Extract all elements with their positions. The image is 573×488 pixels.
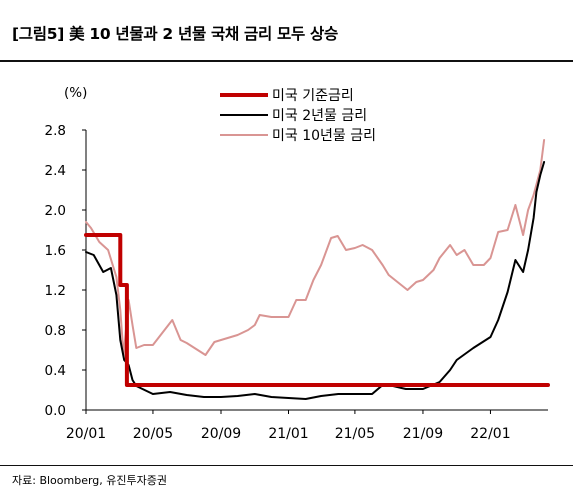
title-divider: [0, 60, 573, 62]
x-tick-label: 21/01: [268, 426, 308, 442]
y-tick-label: 1.2: [45, 283, 66, 299]
y-tick-label: 2.4: [45, 163, 66, 179]
axes: 0.0 0.4 0.8 1.2 1.6 2.0 2.4 2.8 20/01 20/05 20/09 2…: [45, 123, 548, 442]
y-tick-label: 1.6: [45, 243, 66, 259]
source-note: 자료: Bloomberg, 유진투자증권: [12, 474, 167, 487]
y-tick-label: 0.8: [45, 323, 66, 339]
y-tick-label: 2.0: [45, 203, 66, 219]
x-tick-label: 20/05: [133, 426, 173, 442]
y-tick-label: 2.8: [45, 123, 66, 139]
series-line-2: [85, 139, 546, 357]
figure-title: [그림5] 美 10 년물과 2 년물 국채 금리 모두 상승: [12, 25, 338, 43]
source-divider: [0, 465, 573, 466]
x-tick-label: 21/09: [403, 426, 443, 442]
legend-label: 미국 기준금리: [272, 88, 354, 104]
series-line-0: [84, 233, 550, 387]
y-axis-unit-label: (%): [64, 85, 87, 101]
y-tick-label: 0.0: [45, 403, 66, 419]
x-tick-label: 21/05: [335, 426, 375, 442]
y-tick-label: 0.4: [45, 363, 66, 379]
legend-label: 미국 10년물 금리: [272, 128, 376, 144]
series-lines: [84, 139, 550, 400]
legend-label: 미국 2년물 금리: [272, 108, 367, 124]
x-tick-label: 20/01: [66, 426, 106, 442]
series-line-1: [85, 161, 546, 400]
x-tick-label: 20/09: [201, 426, 241, 442]
x-tick-label: 22/01: [470, 426, 510, 442]
